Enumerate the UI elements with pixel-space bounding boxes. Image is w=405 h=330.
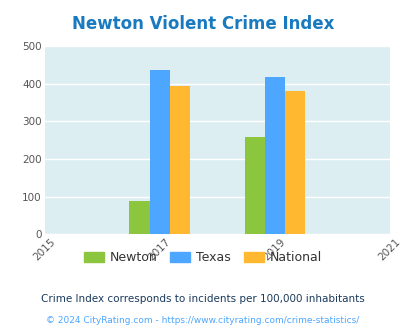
Text: © 2024 CityRating.com - https://www.cityrating.com/crime-statistics/: © 2024 CityRating.com - https://www.city… [46, 316, 359, 325]
Bar [264, 77, 284, 234]
Bar [284, 91, 304, 234]
Text: Crime Index corresponds to incidents per 100,000 inhabitants: Crime Index corresponds to incidents per… [41, 294, 364, 304]
Bar [129, 201, 149, 234]
Bar [244, 137, 264, 234]
Bar [149, 70, 169, 234]
Text: Newton Violent Crime Index: Newton Violent Crime Index [72, 15, 333, 33]
Bar [169, 86, 190, 234]
Legend: Newton, Texas, National: Newton, Texas, National [79, 246, 326, 269]
